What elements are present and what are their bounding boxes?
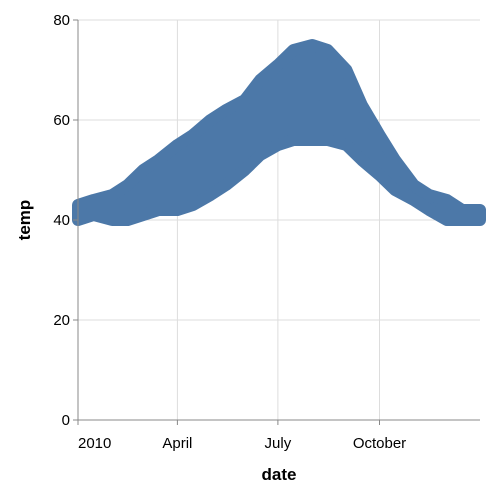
x-axis-title: date [262, 465, 297, 484]
temp-band-path [72, 39, 486, 226]
x-tick-label: 2010 [78, 435, 111, 452]
y-tick-label: 80 [53, 12, 70, 29]
y-tick-label: 0 [62, 412, 70, 429]
x-tick-label: July [265, 435, 292, 452]
y-tick-label: 20 [53, 312, 70, 329]
y-tick-label: 40 [53, 212, 70, 229]
y-tick-label: 60 [53, 112, 70, 129]
x-tick-label: April [162, 435, 192, 452]
axes: 0 20 40 60 80 2010 April July October [53, 12, 480, 452]
y-axis-title: temp [15, 200, 34, 241]
temp-band-area [72, 39, 486, 226]
x-tick-label: October [353, 435, 406, 452]
